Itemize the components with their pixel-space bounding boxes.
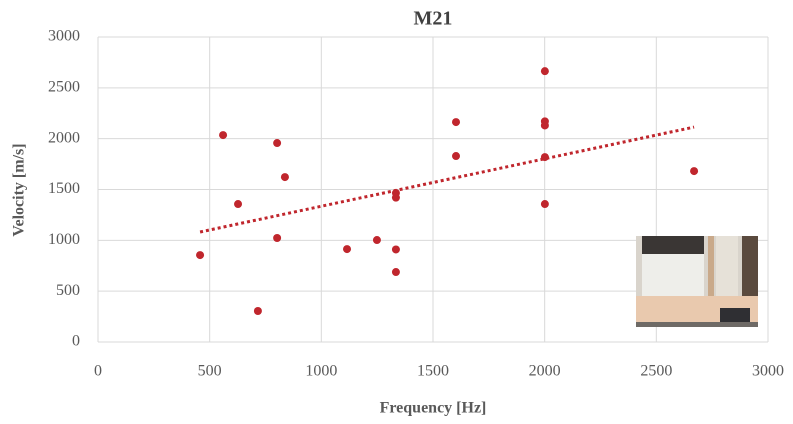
data-point [273, 139, 282, 148]
y-tick-label: 500 [56, 282, 80, 299]
x-tick-label: 2000 [529, 363, 561, 380]
data-point [343, 245, 352, 254]
y-tick-label: 1500 [48, 180, 80, 197]
data-point [391, 268, 400, 277]
data-point [273, 233, 282, 242]
chart-title: M21 [414, 8, 453, 30]
data-point [196, 251, 205, 260]
x-tick-label: 2500 [640, 363, 672, 380]
data-point [540, 200, 549, 209]
data-point [219, 131, 228, 140]
data-point [234, 200, 243, 209]
trendline [199, 125, 695, 234]
y-tick-label: 1000 [48, 231, 80, 248]
plot-area: 0 500 1000 1500 2000 2500 3000 0 500 1000 1500 2000… [48, 28, 784, 380]
y-tick-label: 2500 [48, 79, 80, 96]
y-axis-title: Velocity [m/s] [11, 143, 28, 236]
data-point [391, 193, 400, 202]
data-point [540, 67, 549, 76]
data-point [452, 152, 461, 161]
x-axis-title: Frequency [Hz] [380, 400, 487, 417]
data-point [391, 245, 400, 254]
x-tick-label: 0 [94, 363, 102, 380]
x-tick-label: 500 [198, 363, 222, 380]
y-tick-label: 2000 [48, 129, 80, 146]
data-point [540, 121, 549, 130]
data-point [372, 236, 381, 245]
data-point [280, 173, 289, 182]
y-tick-label: 3000 [48, 28, 80, 45]
x-tick-label: 1500 [417, 363, 449, 380]
data-point [690, 167, 699, 176]
inset-photo [636, 236, 758, 327]
x-tick-label: 3000 [752, 363, 784, 380]
x-tick-label: 1000 [305, 363, 337, 380]
y-tick-label: 0 [72, 333, 80, 350]
data-point [253, 306, 262, 315]
data-point [452, 118, 461, 127]
